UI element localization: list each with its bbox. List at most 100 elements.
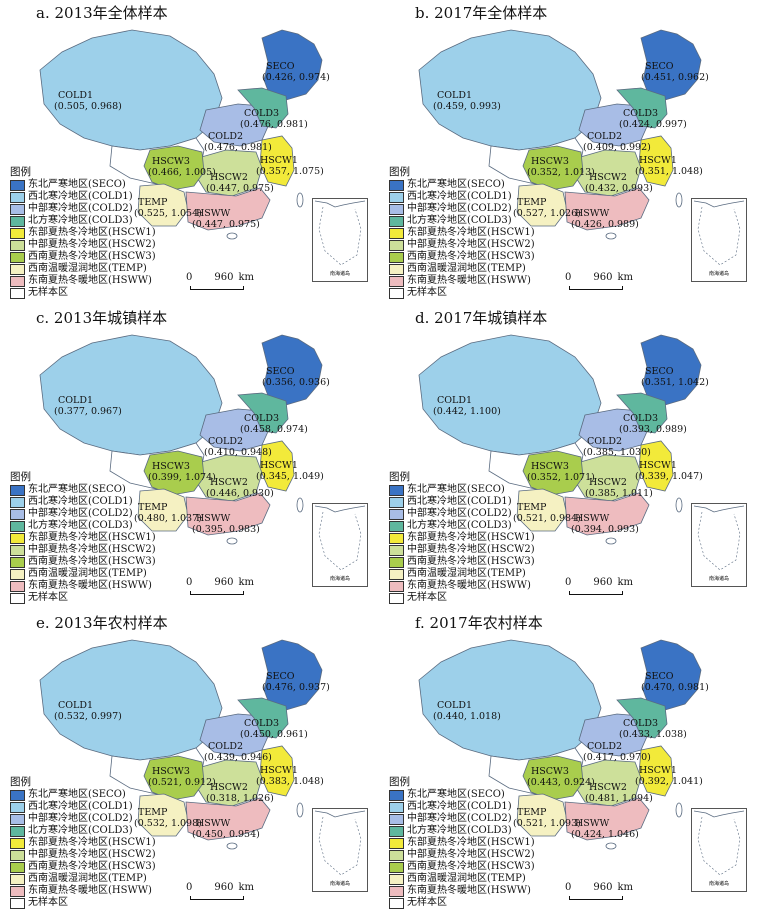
legend: 图例 东北严寒地区(SECO) 西北寒冷地区(COLD1) 中部寒冷地区(COLD2)… (10, 776, 156, 909)
legend-swatch (389, 508, 404, 520)
map-panel-3: c. 2013年城镇样本 SECO (0.356, 0.936) COLD1 (0.37… (0, 305, 379, 605)
inset-label: 南海诸岛 (708, 881, 729, 887)
legend-label: 西南夏热冬冷地区(HSCW3) (407, 251, 535, 262)
region-value-cold2: (0.409, 0.992) (583, 142, 651, 153)
legend-swatch (10, 287, 25, 299)
legend-swatch (10, 227, 25, 239)
legend-swatch (10, 789, 25, 801)
legend-swatch (389, 556, 404, 568)
nine-dash-line (318, 511, 362, 571)
panel-title: e. 2013年农村样本 (36, 614, 168, 632)
legend-item: 西南夏热冬冷地区(HSCW3) (389, 556, 535, 568)
legend-label: 北方寒冷地区(COLD3) (28, 215, 133, 226)
map-panel-4: d. 2017年城镇样本 SECO (0.351, 1.042) COLD1 (0.44… (379, 305, 758, 605)
region-label-cold1: COLD1 (437, 395, 472, 406)
region-label-hscw3: HSCW3 (152, 461, 190, 472)
legend-item: 北方寒冷地区(COLD3) (10, 215, 156, 227)
region-label-seco: SECO (645, 671, 674, 682)
region-value-cold3: (0.458, 0.974) (240, 424, 308, 435)
legend-item: 东南夏热冬暖地区(HSWW) (389, 580, 535, 592)
legend-item: 西南夏热冬冷地区(HSCW3) (389, 251, 535, 263)
scale-line (190, 896, 244, 900)
scale-line (569, 896, 623, 900)
scale-line (569, 591, 623, 595)
region-value-seco: (0.351, 1.042) (641, 377, 709, 388)
region-label-hsww: HSWW (196, 513, 231, 524)
legend-swatch (10, 191, 25, 203)
legend-item: 无样本区 (10, 287, 156, 299)
legend-item: 东部夏热冬冷地区(HSCW1) (10, 532, 156, 544)
nine-dash-line (697, 816, 741, 876)
legend-swatch (389, 789, 404, 801)
legend-swatch (389, 239, 404, 251)
region-value-cold1: (0.459, 0.993) (433, 101, 501, 112)
scale-unit: km (238, 882, 255, 893)
legend-label: 西南夏热冬冷地区(HSCW3) (407, 861, 535, 872)
inset-coastline (693, 505, 745, 513)
legend-swatch (10, 556, 25, 568)
legend-swatch (10, 837, 25, 849)
hainan-island (605, 232, 617, 240)
region-value-hscw1: (0.351, 1.048) (635, 166, 703, 177)
region-value-cold3: (0.424, 0.997) (619, 119, 687, 130)
legend-swatch (10, 825, 25, 837)
legend-item: 无样本区 (389, 287, 535, 299)
region-label-seco: SECO (266, 671, 295, 682)
legend-item: 东部夏热冬冷地区(HSCW1) (10, 837, 156, 849)
region-value-temp: (0.525, 1.054) (134, 208, 202, 219)
scale-unit: km (617, 882, 634, 893)
region-label-cold2: COLD2 (208, 131, 243, 142)
scale-bar: 0 960 km (565, 577, 633, 595)
legend-swatch (389, 227, 404, 239)
legend-swatch (389, 275, 404, 287)
region-label-cold2: COLD2 (208, 436, 243, 447)
region-value-cold2: (0.476, 0.981) (204, 142, 272, 153)
legend-label: 中部寒冷地区(COLD2) (28, 813, 133, 824)
legend-swatch (389, 544, 404, 556)
south-china-sea-inset: 南海诸岛 (691, 198, 747, 282)
region-label-cold3: COLD3 (623, 108, 658, 119)
region-value-hsww: (0.424, 1.046) (571, 829, 639, 840)
inset-map (693, 200, 745, 266)
legend-label: 无样本区 (28, 897, 68, 908)
legend-swatch (10, 897, 25, 909)
region-value-temp: (0.532, 1.098) (134, 818, 202, 829)
legend-item: 中部寒冷地区(COLD2) (389, 508, 535, 520)
scale-bar: 0 960 km (565, 272, 633, 290)
region-label-cold2: COLD2 (587, 741, 622, 752)
legend-swatch (389, 849, 404, 861)
region-label-hscw3: HSCW3 (531, 461, 569, 472)
legend-swatch (10, 580, 25, 592)
region-cold3 (616, 87, 668, 129)
region-seco (261, 639, 323, 711)
region-label-hscw1: HSCW1 (260, 155, 298, 166)
legend-swatch (10, 885, 25, 897)
scale-bar: 0 960 km (186, 577, 254, 595)
scale-bar: 0 960 km (186, 882, 255, 900)
legend-item: 西南温暖湿润地区(TEMP) (10, 263, 156, 275)
region-value-hscw3: (0.399, 1.074) (148, 472, 216, 483)
region-value-cold1: (0.505, 0.968) (54, 101, 122, 112)
region-hsww (185, 187, 271, 231)
legend-item: 东南夏热冬暖地区(HSWW) (10, 885, 156, 897)
legend-label: 无样本区 (407, 897, 447, 908)
scale-distance: 960 (593, 577, 613, 588)
legend-label: 无样本区 (407, 592, 447, 603)
inset-coastline (314, 505, 366, 513)
region-label-hscw2: HSCW2 (589, 477, 627, 488)
legend-label: 西北寒冷地区(COLD1) (28, 191, 133, 202)
legend: 图例 东北严寒地区(SECO) 西北寒冷地区(COLD1) 中部寒冷地区(COLD2)… (389, 166, 535, 299)
legend-swatch (389, 592, 404, 604)
legend-label: 东部夏热冬冷地区(HSCW1) (407, 532, 535, 543)
legend-item: 西南夏热冬冷地区(HSCW3) (10, 556, 156, 568)
region-hscw2 (574, 454, 642, 502)
legend-label: 东部夏热冬冷地区(HSCW1) (28, 837, 156, 848)
legend-item: 东南夏热冬暖地区(HSWW) (389, 885, 535, 897)
region-hscw3 (143, 145, 205, 191)
region-label-cold2: COLD2 (208, 741, 243, 752)
south-china-sea-inset: 南海诸岛 (691, 503, 747, 587)
taiwan-island (296, 497, 304, 513)
region-value-hscw1: (0.345, 1.049) (256, 471, 324, 482)
scale-bar: 0 960 km (186, 272, 254, 290)
nine-dash-line (318, 206, 362, 266)
